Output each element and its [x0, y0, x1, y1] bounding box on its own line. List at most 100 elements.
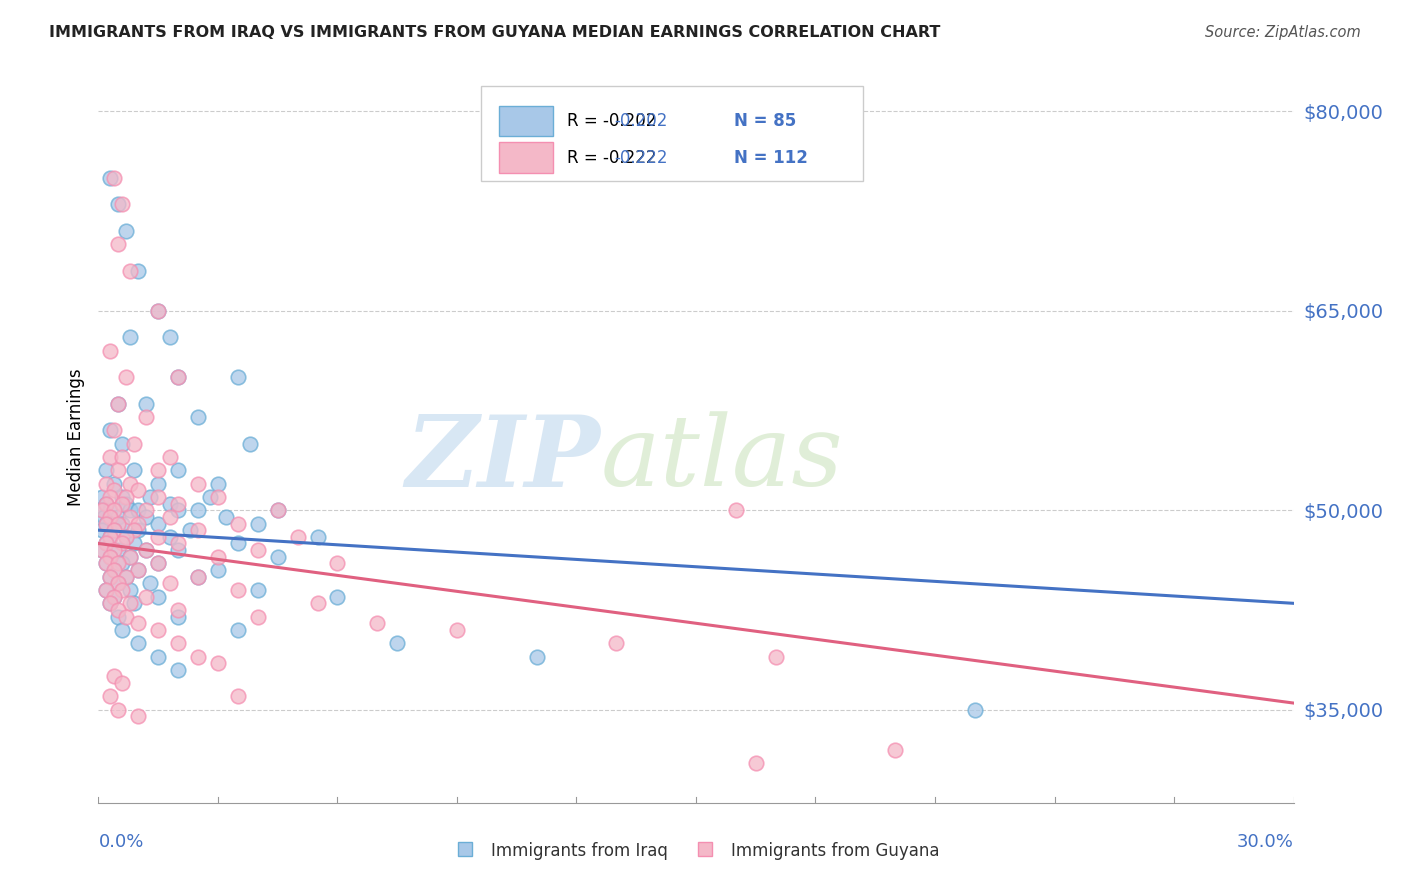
Text: 0.0%: 0.0%: [98, 833, 143, 851]
Point: [107, 703, 129, 717]
Point: [226, 690, 249, 704]
Point: [605, 636, 627, 650]
Point: [148, 623, 170, 637]
Point: [96, 582, 118, 597]
Point: [98, 549, 122, 564]
Point: [159, 497, 181, 511]
Point: [107, 397, 129, 411]
Point: [96, 536, 118, 550]
Point: [96, 516, 118, 531]
Point: [226, 582, 249, 597]
Point: [107, 197, 129, 211]
Point: [207, 563, 229, 577]
Point: [167, 536, 190, 550]
Point: [127, 516, 149, 531]
Point: [98, 570, 122, 584]
Point: [215, 509, 238, 524]
Point: [120, 549, 142, 564]
Text: R = -0.222: R = -0.222: [567, 149, 657, 167]
Point: [103, 523, 125, 537]
Point: [93, 509, 115, 524]
Text: N = 85: N = 85: [734, 112, 796, 130]
Point: [167, 497, 190, 511]
Point: [267, 549, 290, 564]
Point: [765, 649, 787, 664]
Point: [103, 563, 125, 577]
Point: [207, 490, 229, 504]
Point: [98, 170, 122, 185]
Point: [135, 509, 157, 524]
Point: [98, 343, 122, 358]
Point: [307, 530, 329, 544]
Point: [103, 503, 125, 517]
Point: [107, 509, 129, 524]
Point: [96, 536, 118, 550]
Point: [103, 590, 125, 604]
Point: [127, 563, 149, 577]
Point: [111, 497, 134, 511]
Point: [246, 582, 269, 597]
FancyBboxPatch shape: [481, 86, 863, 181]
Point: [148, 557, 170, 571]
Point: [139, 490, 162, 504]
Point: [135, 590, 157, 604]
Point: [884, 742, 907, 756]
Point: [127, 503, 149, 517]
Point: [226, 623, 249, 637]
Point: [307, 596, 329, 610]
Point: [111, 436, 134, 450]
Point: [167, 463, 190, 477]
Point: [98, 503, 122, 517]
Point: [120, 596, 142, 610]
FancyBboxPatch shape: [499, 106, 553, 136]
Point: [246, 543, 269, 558]
Point: [98, 530, 122, 544]
Point: [120, 476, 142, 491]
Point: [103, 170, 125, 185]
Point: [167, 603, 190, 617]
Point: [96, 557, 118, 571]
Point: [115, 490, 138, 504]
Point: [91, 543, 114, 558]
Point: [111, 536, 134, 550]
Point: [115, 609, 138, 624]
Point: [107, 543, 129, 558]
Point: [148, 303, 170, 318]
Point: [98, 596, 122, 610]
Point: [187, 570, 209, 584]
Point: [98, 549, 122, 564]
Point: [187, 649, 209, 664]
Point: [159, 509, 181, 524]
Point: [107, 463, 129, 477]
Point: [724, 503, 747, 517]
Point: [111, 490, 134, 504]
Point: [326, 590, 349, 604]
Point: [111, 557, 134, 571]
Point: [96, 463, 118, 477]
Point: [167, 543, 190, 558]
Point: [167, 663, 190, 677]
Point: [267, 503, 290, 517]
Point: [148, 516, 170, 531]
Point: [198, 490, 221, 504]
Point: [98, 490, 122, 504]
Point: [96, 476, 118, 491]
Point: [103, 483, 125, 498]
Point: [148, 649, 170, 664]
Point: [124, 596, 146, 610]
Point: [91, 503, 114, 517]
Point: [148, 303, 170, 318]
Point: [107, 237, 129, 252]
Point: [103, 476, 125, 491]
Text: atlas: atlas: [600, 411, 844, 507]
Point: [107, 397, 129, 411]
Point: [111, 582, 134, 597]
Point: [96, 557, 118, 571]
Point: [239, 436, 262, 450]
Point: [98, 690, 122, 704]
Point: [124, 523, 146, 537]
Point: [135, 410, 157, 425]
Text: 30.0%: 30.0%: [1237, 833, 1294, 851]
Point: [120, 264, 142, 278]
Point: [124, 463, 146, 477]
